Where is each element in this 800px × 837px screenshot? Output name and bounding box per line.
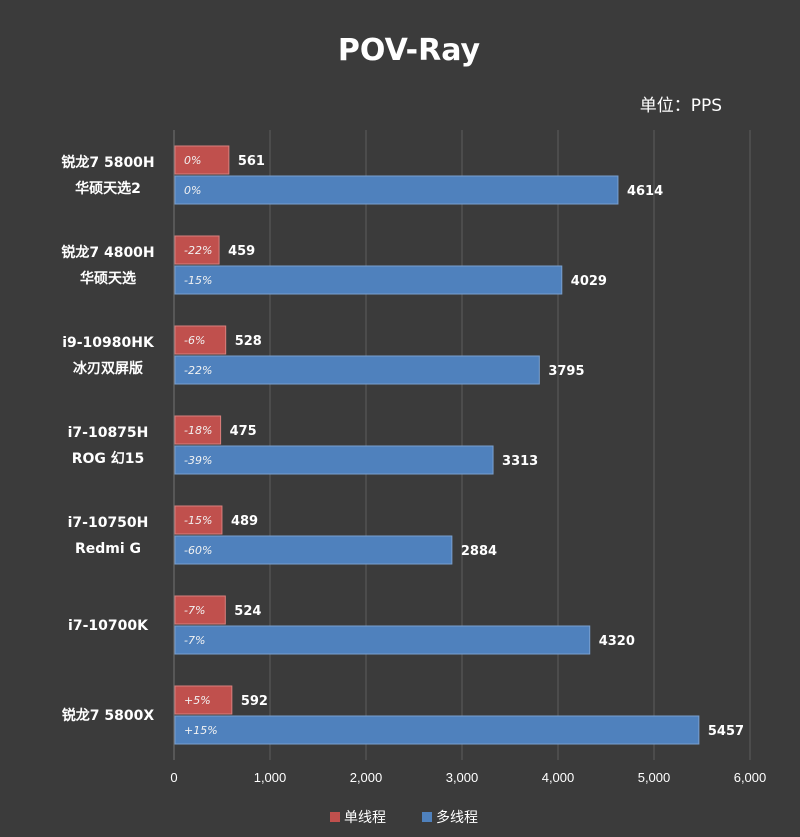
grid-lines [173,130,751,760]
bar [174,685,233,715]
bar-value-label: 4614 [627,184,663,199]
category-label: i7-10875H [68,425,149,441]
category-label: 锐龙7 5800H [61,154,154,171]
bar-percent-label: -15% [184,274,212,287]
category-label: 锐龙7 4800H [61,244,154,261]
bar [174,325,227,355]
bar [174,445,494,475]
bar-percent-label: -6% [184,334,205,347]
bar-value-label: 561 [238,154,265,169]
category-label: i7-10750H [68,515,149,531]
bar-value-label: 459 [228,244,255,259]
bar-value-label: 2884 [461,544,497,559]
bar-value-label: 3313 [502,454,538,469]
bar-percent-label: 0% [184,154,201,167]
bar [174,505,223,535]
bar-percent-label: -18% [184,424,212,437]
bar [174,355,540,385]
x-tick-label: 1,000 [254,770,287,785]
legend-label: 单线程 [344,810,386,826]
x-tick-label: 3,000 [446,770,479,785]
category-sublabel: Redmi G [75,541,141,557]
bar-percent-label: +5% [184,694,211,707]
legend-label: 多线程 [436,809,478,826]
bar-percent-label: -7% [184,604,205,617]
unit-label: 单位：PPS [640,96,722,116]
category-sublabel: 冰刃双屏版 [73,360,143,377]
bar-percent-label: 0% [184,184,201,197]
bar [174,265,563,295]
x-tick-label: 4,000 [542,770,575,785]
x-tick-label: 6,000 [734,770,767,785]
x-tick-label: 0 [170,770,177,785]
bar [174,175,619,205]
bar-value-label: 4029 [571,274,607,289]
bar [174,535,453,565]
bar-percent-label: -39% [184,454,212,467]
bar-percent-label: -15% [184,514,212,527]
bar [174,415,222,445]
bar [174,625,591,655]
bar-percent-label: -22% [184,244,212,257]
category-label: 锐龙7 5800X [62,707,155,724]
legend: 单线程 多线程 [330,809,478,826]
legend-swatch [422,812,432,822]
category-sublabel: ROG 幻15 [72,450,145,467]
bar-value-label: 3795 [548,364,584,379]
bar-percent-label: -60% [184,544,212,557]
bar-value-label: 4320 [599,634,635,649]
category-labels: 锐龙7 5800H 华硕天选2 锐龙7 4800H 华硕天选 i9-10980HK 冰刃双… [61,154,155,724]
category-sublabel: 华硕天选 [80,270,136,287]
category-label: i7-10700K [68,618,149,634]
category-label: i9-10980HK [62,335,155,351]
x-tick-label: 5,000 [638,770,671,785]
bar-value-label: 592 [241,694,268,709]
x-axis-ticks: 0 1,000 2,000 3,000 4,000 5,000 6,000 [170,770,766,785]
bar [174,595,226,625]
bar-percent-label: -22% [184,364,212,377]
legend-swatch [330,812,340,822]
bar-percent-label: +15% [184,724,218,737]
bar [174,235,220,265]
chart-title: POV-Ray [338,33,481,68]
x-tick-label: 2,000 [350,770,383,785]
bar [174,715,700,745]
bar [174,145,230,175]
bar-value-label: 489 [231,514,258,529]
bar-value-label: 475 [230,424,257,439]
bars: 0% 561 0% 4614 -22% 459 -15% 4029 -6% 528 -22% 3795… [174,145,744,745]
category-sublabel: 华硕天选2 [75,180,141,197]
bar-percent-label: -7% [184,634,205,647]
bar-value-label: 528 [235,334,262,349]
bar-value-label: 524 [234,604,261,619]
bar-value-label: 5457 [708,724,744,739]
